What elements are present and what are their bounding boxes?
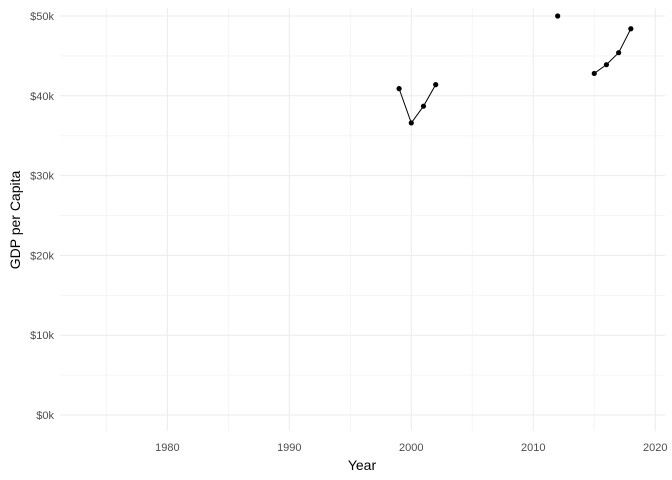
data-point — [433, 82, 439, 88]
minor-gridlines — [60, 8, 665, 431]
y-axis-ticks: $0k $10k $20k $30k $40k $50k — [30, 11, 54, 422]
x-tick-label: 1990 — [277, 442, 301, 454]
data-point — [555, 13, 561, 19]
data-point — [603, 62, 610, 68]
data-point — [591, 70, 597, 77]
data-series — [396, 13, 634, 126]
x-axis-ticks: 1980 1990 2000 2010 2020 — [155, 442, 667, 454]
y-tick-label: $20k — [30, 250, 54, 262]
x-tick-label: 2000 — [399, 442, 423, 454]
data-point — [420, 103, 427, 109]
data-point — [408, 120, 414, 126]
major-gridlines — [60, 8, 665, 431]
y-tick-label: $10k — [30, 330, 54, 342]
series-line-segment — [398, 84, 437, 124]
data-point — [616, 50, 622, 56]
series-line-segment — [593, 28, 632, 74]
data-point — [628, 26, 634, 32]
x-tick-label: 2020 — [643, 442, 667, 454]
y-axis-title: GDP per Capita — [7, 171, 23, 270]
x-tick-label: 2010 — [521, 442, 545, 454]
y-tick-label: $50k — [30, 11, 54, 23]
x-tick-label: 1980 — [155, 442, 179, 454]
x-axis-title: Year — [348, 457, 377, 473]
y-tick-label: $30k — [30, 171, 54, 183]
data-point — [396, 86, 402, 92]
y-tick-label: $0k — [36, 410, 54, 422]
y-tick-label: $40k — [30, 91, 54, 103]
